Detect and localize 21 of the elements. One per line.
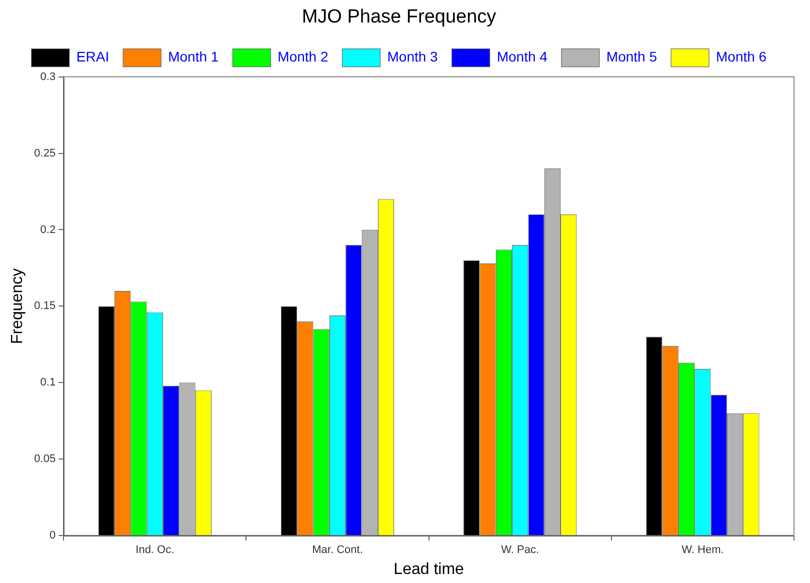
y-tick-label: 0.2 — [40, 224, 56, 236]
x-tick-label: Mar. Cont. — [312, 544, 363, 556]
y-tick-label: 0.3 — [40, 70, 56, 83]
y-axis-title: Frequency — [9, 268, 26, 344]
y-tick-label: 0.1 — [40, 376, 56, 389]
x-tick-label: W. Hem. — [682, 544, 724, 556]
x-tick-label: Ind. Oc. — [136, 544, 174, 556]
legend-label: Month 4 — [496, 48, 548, 65]
legend-label: Month 5 — [606, 48, 658, 65]
y-tick-label: 0.05 — [34, 453, 56, 466]
y-tick-label: 0.25 — [34, 147, 56, 160]
legend-label: Month 1 — [168, 48, 219, 65]
x-axis-title: Lead time — [394, 560, 464, 578]
legend-label: Month 6 — [716, 48, 767, 65]
legend-label: Month 3 — [387, 48, 438, 65]
y-tick-label: 0.15 — [34, 300, 56, 312]
legend-label: ERAI — [76, 48, 110, 65]
chart-title: MJO Phase Frequency — [302, 6, 497, 28]
legend-label: Month 2 — [278, 48, 328, 65]
y-tick-label: 0 — [49, 530, 56, 542]
x-tick-label: W. Pac. — [501, 544, 540, 556]
